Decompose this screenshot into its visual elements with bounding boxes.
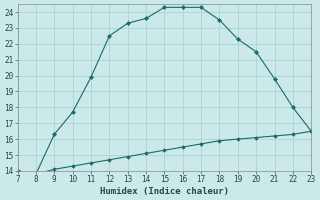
- X-axis label: Humidex (Indice chaleur): Humidex (Indice chaleur): [100, 187, 229, 196]
